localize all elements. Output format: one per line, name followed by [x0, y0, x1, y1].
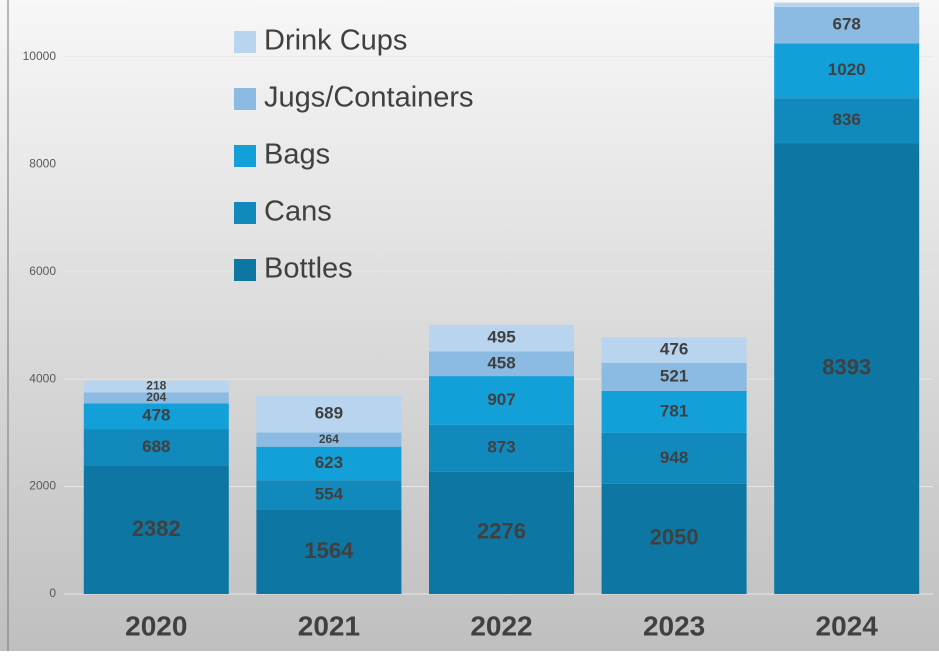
y-tick-label: 4000	[29, 371, 56, 385]
bar-segment	[83, 380, 229, 393]
legend-swatch	[234, 259, 256, 281]
data-label: 907	[487, 390, 515, 409]
y-tick-label: 6000	[29, 264, 56, 278]
data-label: 218	[146, 379, 166, 393]
bar-segment	[429, 351, 574, 377]
data-label: 264	[319, 432, 339, 446]
legend-label: Jugs/Containers	[264, 82, 474, 114]
bar-segment	[601, 483, 747, 594]
bar-segment	[774, 98, 920, 144]
bar-segment	[429, 471, 574, 594]
bar-segment	[601, 390, 747, 433]
data-label: 458	[487, 353, 515, 372]
data-label: 2382	[132, 516, 181, 541]
data-label: 1564	[304, 538, 354, 563]
bar-segment	[256, 432, 402, 447]
x-tick-label: 2024	[816, 610, 879, 641]
y-tick-label: 8000	[29, 156, 56, 170]
bar-segment	[774, 143, 920, 594]
legend-label: Bottles	[264, 253, 353, 285]
bar-segment	[601, 432, 747, 484]
data-label: 689	[315, 404, 343, 423]
legend-label: Bags	[264, 139, 330, 171]
data-label: 204	[146, 390, 166, 404]
data-label: 1020	[828, 60, 866, 79]
data-label: 521	[660, 366, 688, 385]
legend-swatch	[234, 145, 256, 167]
y-tick-label: 0	[49, 586, 56, 600]
bar-segment	[256, 395, 402, 433]
legend-swatch	[234, 31, 256, 53]
bar-segment	[429, 324, 574, 352]
bar-segment	[774, 43, 920, 99]
x-tick-label: 2020	[125, 610, 187, 641]
bar-segment	[256, 509, 402, 594]
legend-label: Drink Cups	[264, 25, 407, 57]
bar-segment	[429, 376, 574, 425]
data-label: 781	[660, 401, 688, 420]
y-tick-label: 2000	[29, 479, 56, 493]
bar-segment	[256, 480, 402, 510]
data-label: 2050	[650, 525, 699, 550]
bar-segment	[83, 466, 229, 594]
data-label: 8393	[822, 354, 871, 379]
bar-segment	[774, 2, 920, 7]
bar-segment	[83, 392, 229, 404]
data-label: 2276	[477, 519, 526, 544]
data-label: 688	[142, 437, 170, 456]
data-label: 836	[833, 110, 861, 129]
legend-swatch	[234, 88, 256, 110]
bar-segment	[601, 362, 747, 391]
data-label: 554	[315, 485, 344, 504]
data-label: 873	[487, 438, 515, 457]
x-tick-label: 2023	[643, 610, 705, 641]
bar-segment	[429, 424, 574, 472]
data-label: 476	[660, 340, 688, 359]
bar-segment	[774, 6, 920, 44]
data-label: 948	[660, 448, 688, 467]
legend-swatch	[234, 202, 256, 224]
bar-segment	[83, 403, 229, 430]
data-label: 478	[142, 406, 170, 425]
y-tick-label: 10000	[23, 49, 57, 63]
x-tick-label: 2022	[470, 610, 532, 641]
data-label: 495	[487, 328, 515, 347]
x-tick-label: 2021	[298, 610, 360, 641]
bar-segment	[601, 337, 747, 363]
legend-label: Cans	[264, 196, 332, 228]
bar-segment	[256, 446, 402, 481]
data-label: 678	[833, 15, 861, 34]
data-label: 623	[315, 453, 343, 472]
bar-segment	[83, 429, 229, 467]
